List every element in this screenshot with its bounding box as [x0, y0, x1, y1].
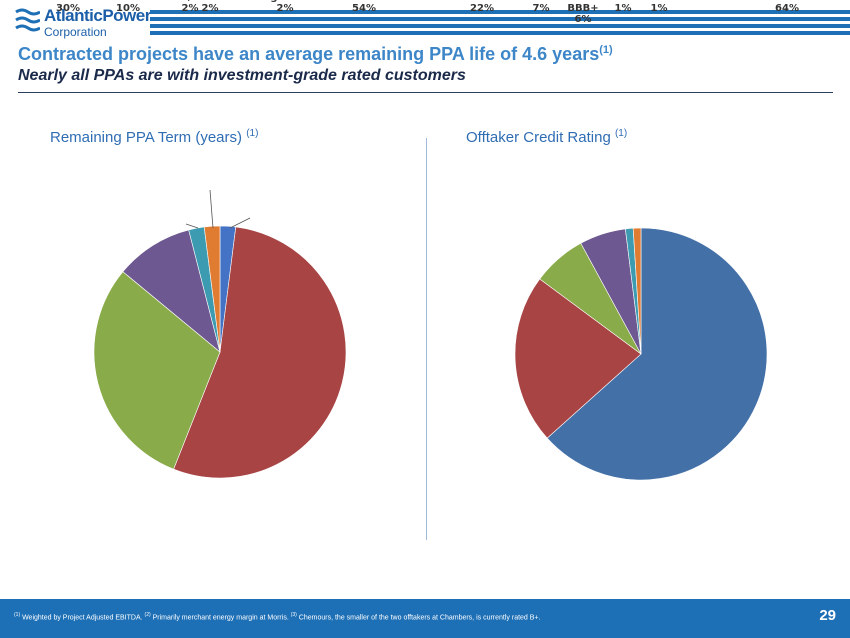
pie2-label-0: A- to A+64%	[764, 0, 811, 14]
page-subtitle: Nearly all PPAs are with investment-grad…	[18, 67, 466, 84]
pie1-slice-merchant-market-pricing	[203, 225, 221, 353]
pie2-label-3: BBB- toBBB+6%	[562, 0, 604, 25]
pie1-label-4: 15+2%	[179, 0, 201, 14]
chart2-title: Offtaker Credit Rating (1)	[466, 128, 628, 146]
pie1-leader-5	[209, 189, 214, 229]
pie2-label-4: B+(3)1%	[609, 0, 636, 14]
header-stripes	[150, 10, 850, 36]
logo-name: AtlanticPower	[44, 6, 151, 25]
pie2-label-5: NR(2)1%	[645, 0, 672, 14]
pie1-slice-10-to-15	[122, 229, 221, 353]
page-title: Contracted projects have an average rema…	[18, 44, 613, 64]
chart-divider	[426, 138, 427, 540]
chart1-title: Remaining PPA Term (years) (1)	[50, 128, 259, 146]
pie1-label-3: 10 to 1510%	[105, 0, 151, 14]
pie1-label-1: 1 to 554%	[348, 0, 381, 14]
pie1-leader-0	[229, 217, 251, 229]
pie1-slice-5-to-10	[93, 271, 221, 470]
pie2-slice-a-to-a-	[546, 227, 768, 481]
waves-logo-icon	[15, 8, 41, 32]
pie2-label-1: AA- to AA22%	[455, 0, 509, 14]
pie1-slice-1-to-5	[173, 226, 347, 479]
logo-subname: Corporation	[44, 25, 107, 39]
pie2-slice-aa-to-aa	[514, 278, 642, 439]
pie-charts: Less than 12% 1 to 554% 5 to 1030% 10 to 15…	[48, 0, 811, 481]
footnotes: (1) Weighted by Project Adjusted EBITDA.…	[14, 612, 541, 622]
pie2-slice-nr	[632, 227, 642, 355]
pie1-leader-4	[185, 223, 199, 229]
pie1-label-0: Less than 12%	[253, 0, 318, 14]
company-logo: AtlanticPower Corporation	[14, 6, 174, 40]
page-number: 29	[819, 607, 836, 624]
pie1-label-2: 5 to 1030%	[48, 0, 88, 14]
footer-bar: (1) Weighted by Project Adjusted EBITDA.…	[0, 599, 850, 638]
pie2-label-2: AAA7%	[529, 0, 552, 14]
pie1-label-5: Merchant / Market Pricing(2)2%	[131, 0, 289, 14]
title-rule	[18, 92, 833, 93]
